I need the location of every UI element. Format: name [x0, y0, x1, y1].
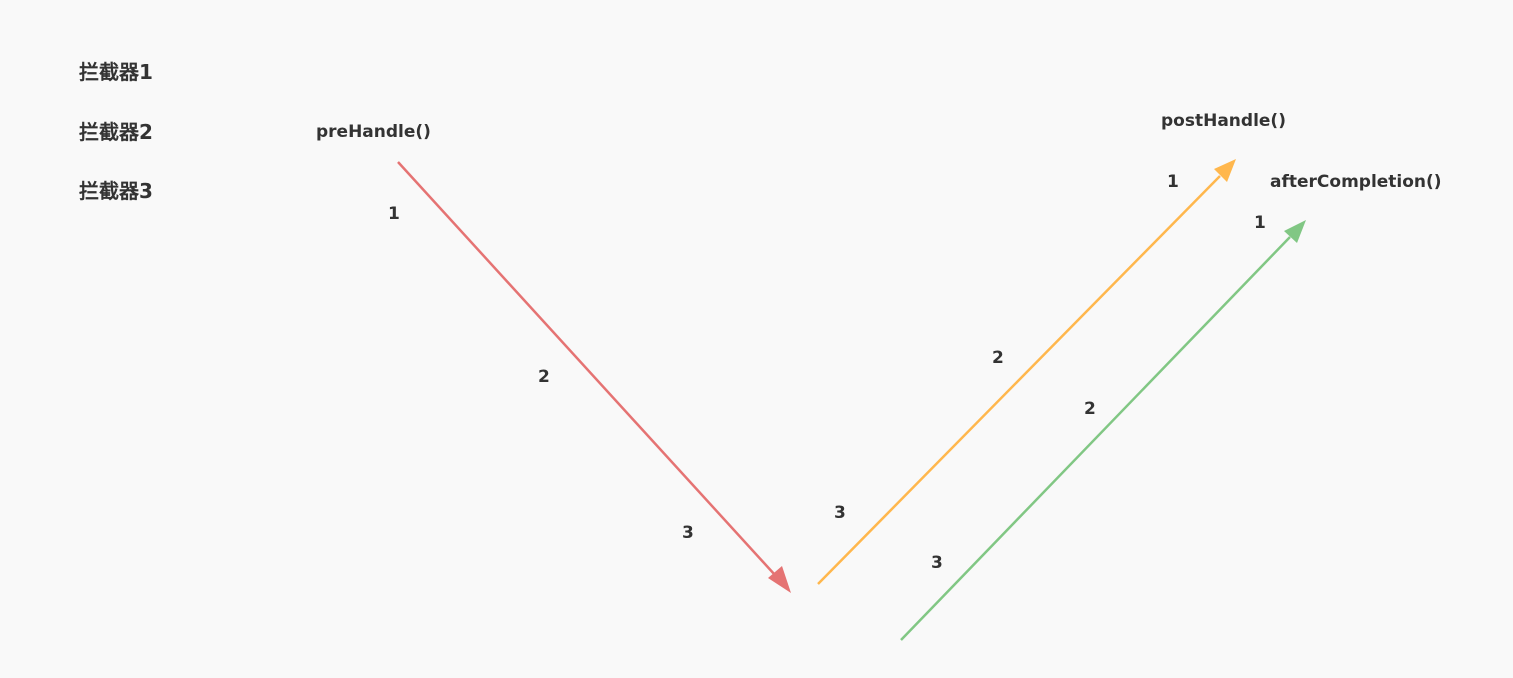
posthandle-step-3: 3 [834, 503, 846, 523]
posthandle-step-2: 2 [992, 348, 1004, 368]
aftercompletion-arrow-line [900, 236, 1291, 641]
posthandle-step-1: 1 [1167, 172, 1179, 192]
interceptor-1-label: 拦截器1 [79, 60, 153, 84]
prehandle-arrowhead [768, 566, 791, 593]
posthandle-arrowhead [1214, 159, 1236, 182]
aftercompletion-label: afterCompletion() [1270, 172, 1442, 192]
prehandle-step-2: 2 [538, 367, 550, 387]
interceptor-2-label: 拦截器2 [79, 120, 153, 144]
aftercompletion-step-3: 3 [931, 553, 943, 573]
prehandle-label: preHandle() [316, 122, 431, 142]
aftercompletion-arrowhead [1284, 220, 1306, 243]
posthandle-label: postHandle() [1161, 111, 1286, 131]
prehandle-arrow-line [397, 161, 776, 576]
posthandle-arrow-line [817, 175, 1221, 585]
prehandle-step-3: 3 [682, 523, 694, 543]
aftercompletion-step-1: 1 [1254, 213, 1266, 233]
interceptor-3-label: 拦截器3 [79, 179, 153, 203]
aftercompletion-step-2: 2 [1084, 399, 1096, 419]
prehandle-step-1: 1 [388, 204, 400, 224]
